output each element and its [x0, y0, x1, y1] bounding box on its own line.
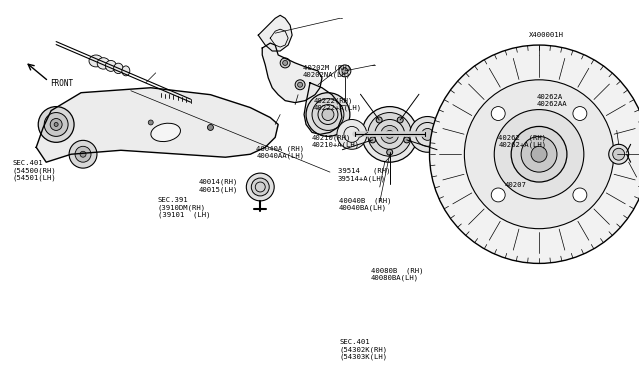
Circle shape — [207, 125, 214, 131]
Circle shape — [494, 110, 584, 199]
Circle shape — [381, 125, 399, 143]
Polygon shape — [259, 15, 292, 51]
Ellipse shape — [122, 66, 130, 76]
Circle shape — [69, 140, 97, 168]
Text: SEC.401
(54302K(RH)
(54303K(LH): SEC.401 (54302K(RH) (54303K(LH) — [339, 339, 387, 360]
Text: 40014(RH)
40015(LH): 40014(RH) 40015(LH) — [199, 179, 238, 193]
Circle shape — [397, 117, 403, 123]
Ellipse shape — [106, 60, 116, 71]
Circle shape — [280, 58, 290, 68]
Circle shape — [306, 93, 350, 137]
Text: 39514   (RH)
39514+A(LH): 39514 (RH) 39514+A(LH) — [338, 167, 390, 182]
Circle shape — [521, 137, 557, 172]
Polygon shape — [36, 88, 278, 162]
Circle shape — [337, 119, 367, 149]
Polygon shape — [262, 43, 322, 103]
Circle shape — [342, 68, 348, 74]
Text: 40210(RH)
40210+A(LH): 40210(RH) 40210+A(LH) — [312, 134, 360, 148]
Circle shape — [429, 45, 640, 263]
Circle shape — [573, 107, 587, 121]
Text: FRONT: FRONT — [50, 79, 73, 88]
Circle shape — [148, 120, 153, 125]
Circle shape — [368, 113, 412, 156]
Text: 40262A
40262AA: 40262A 40262AA — [537, 94, 567, 107]
Text: 40080B  (RH)
40080BA(LH): 40080B (RH) 40080BA(LH) — [371, 267, 424, 281]
Circle shape — [387, 149, 393, 155]
Circle shape — [370, 137, 376, 143]
Ellipse shape — [89, 55, 103, 67]
Text: SEC.391
(3910DM(RH)
(39101  (LH): SEC.391 (3910DM(RH) (39101 (LH) — [157, 197, 210, 218]
Ellipse shape — [114, 63, 123, 74]
Circle shape — [80, 151, 86, 157]
Circle shape — [44, 113, 68, 137]
Ellipse shape — [97, 58, 109, 69]
Text: 40040A (RH)
40040AA(LH): 40040A (RH) 40040AA(LH) — [256, 145, 305, 159]
Text: 40202M (RH)
40202NA(LH): 40202M (RH) 40202NA(LH) — [303, 64, 351, 78]
Circle shape — [573, 188, 587, 202]
Circle shape — [404, 137, 410, 143]
Text: X400001H: X400001H — [529, 32, 564, 38]
Text: SEC.401
(54500(RH)
(54501(LH): SEC.401 (54500(RH) (54501(LH) — [13, 160, 56, 181]
Circle shape — [376, 117, 382, 123]
Text: 40040B  (RH)
40040BA(LH): 40040B (RH) 40040BA(LH) — [339, 197, 392, 211]
Ellipse shape — [151, 123, 180, 142]
Circle shape — [511, 126, 567, 182]
Circle shape — [422, 128, 433, 140]
Circle shape — [54, 122, 58, 126]
Circle shape — [283, 60, 287, 65]
Text: 40222(RH)
40222+A(LH): 40222(RH) 40222+A(LH) — [314, 97, 362, 111]
Circle shape — [492, 188, 505, 202]
Circle shape — [246, 173, 274, 201]
Circle shape — [386, 131, 394, 138]
Circle shape — [322, 109, 334, 121]
Circle shape — [609, 144, 628, 164]
Circle shape — [339, 65, 351, 77]
Circle shape — [612, 148, 625, 160]
Circle shape — [531, 146, 547, 162]
Circle shape — [38, 107, 74, 142]
Circle shape — [298, 82, 303, 87]
Circle shape — [295, 80, 305, 90]
Text: 40207: 40207 — [505, 182, 527, 188]
Circle shape — [362, 107, 417, 162]
Circle shape — [312, 99, 344, 131]
Circle shape — [410, 116, 445, 152]
Circle shape — [465, 80, 614, 229]
Circle shape — [252, 178, 269, 196]
Circle shape — [50, 119, 62, 131]
Circle shape — [492, 107, 505, 121]
Circle shape — [75, 146, 91, 162]
Text: 40262  (RH)
40262+A(LH): 40262 (RH) 40262+A(LH) — [499, 134, 547, 148]
Polygon shape — [304, 83, 342, 134]
